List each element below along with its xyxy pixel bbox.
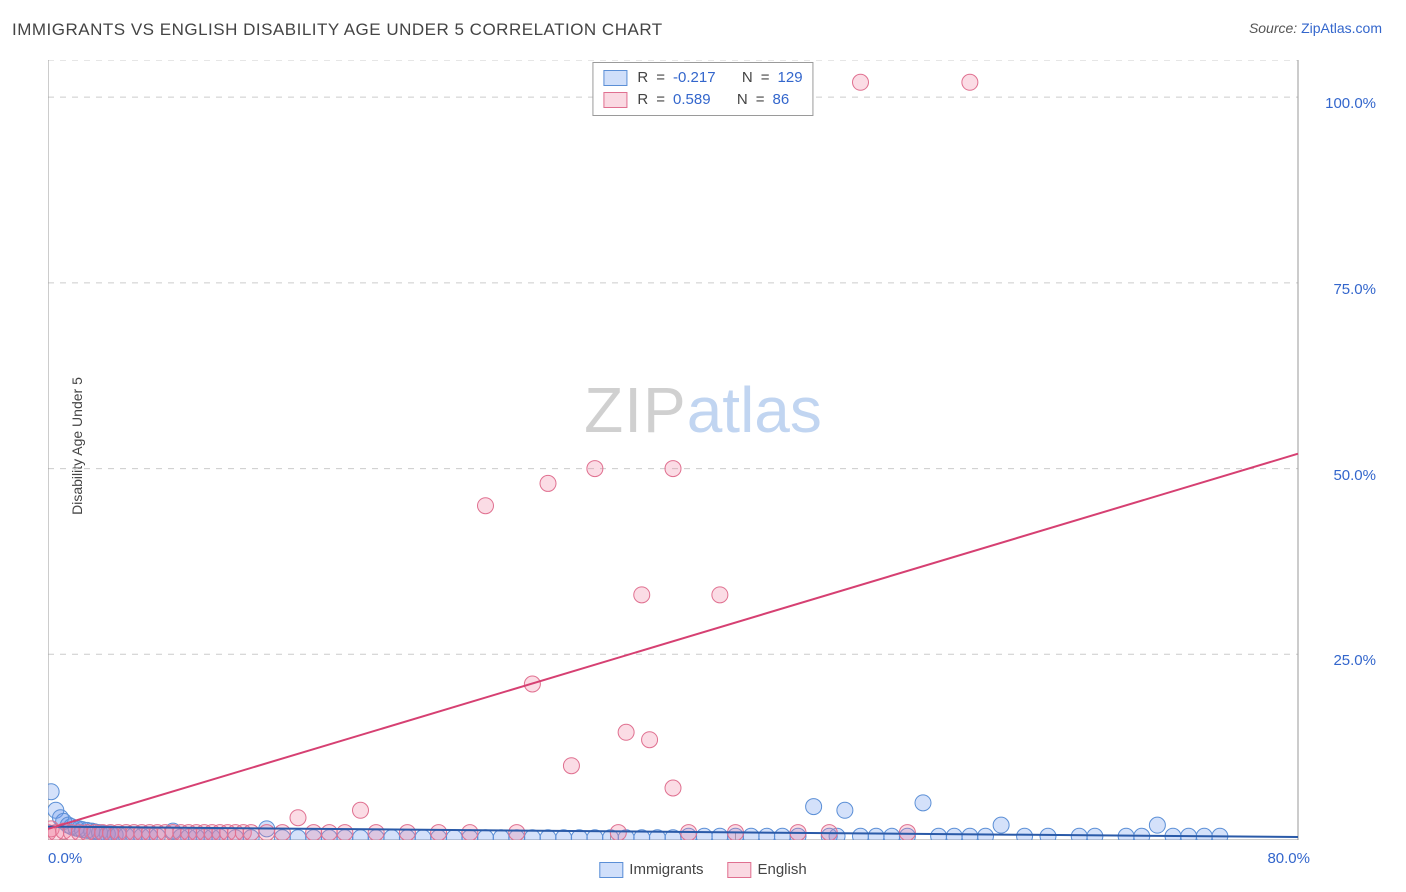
swatch-immigrants — [603, 70, 627, 86]
equals: = — [656, 89, 665, 111]
equals: = — [761, 67, 770, 89]
source-attribution: Source: ZipAtlas.com — [1249, 20, 1382, 36]
xtick-right: 80.0% — [1267, 850, 1310, 867]
n-value-immigrants: 129 — [778, 67, 803, 89]
r-label: R — [637, 89, 648, 111]
ytick-label: 100.0% — [1325, 95, 1376, 112]
chart-plot-area — [48, 60, 1358, 840]
swatch-immigrants — [599, 862, 623, 878]
xtick-left: 0.0% — [48, 850, 82, 867]
series-legend: Immigrants English — [599, 861, 806, 878]
legend-label-immigrants: Immigrants — [629, 861, 703, 878]
legend-item-english: English — [727, 861, 806, 878]
source-link[interactable]: ZipAtlas.com — [1301, 20, 1382, 36]
swatch-english — [603, 92, 627, 108]
legend-item-immigrants: Immigrants — [599, 861, 703, 878]
n-label: N — [737, 89, 748, 111]
chart-title: IMMIGRANTS VS ENGLISH DISABILITY AGE UND… — [12, 20, 663, 40]
equals: = — [756, 89, 765, 111]
legend-label-english: English — [757, 861, 806, 878]
legend-row-immigrants: R = -0.217 N = 129 — [603, 67, 802, 89]
r-value-immigrants: -0.217 — [673, 67, 716, 89]
equals: = — [656, 67, 665, 89]
ytick-label: 75.0% — [1333, 281, 1376, 298]
r-label: R — [637, 67, 648, 89]
r-value-english: 0.589 — [673, 89, 711, 111]
correlation-legend: R = -0.217 N = 129 R = 0.589 N = 86 — [592, 62, 813, 116]
ytick-label: 25.0% — [1333, 652, 1376, 669]
ytick-label: 50.0% — [1333, 467, 1376, 484]
swatch-english — [727, 862, 751, 878]
n-value-english: 86 — [773, 89, 790, 111]
legend-row-english: R = 0.589 N = 86 — [603, 89, 802, 111]
n-label: N — [742, 67, 753, 89]
source-label: Source: — [1249, 20, 1297, 36]
